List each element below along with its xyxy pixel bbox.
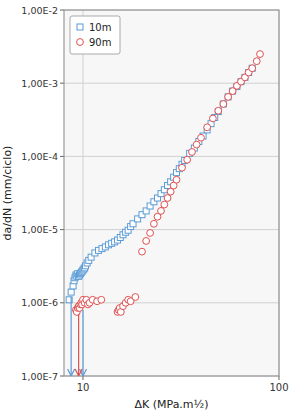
point — [189, 149, 196, 156]
arrow-head — [68, 369, 75, 376]
series — [72, 51, 263, 316]
point — [150, 220, 157, 227]
point — [209, 115, 216, 122]
point — [198, 134, 205, 141]
point — [143, 238, 150, 245]
tick-label: 1,00E-6 — [21, 297, 58, 308]
point — [68, 289, 74, 295]
point — [225, 94, 231, 100]
point — [215, 107, 222, 114]
legend: 10m90m — [70, 16, 120, 54]
plot-frame — [64, 10, 279, 376]
point — [220, 101, 227, 108]
point — [184, 156, 191, 163]
point — [257, 51, 264, 58]
arrow-shaft — [71, 297, 72, 375]
tick — [60, 229, 64, 230]
point — [249, 65, 255, 71]
tick — [60, 83, 64, 84]
point — [193, 141, 200, 148]
point — [161, 201, 168, 208]
tick-label: 1,00E-7 — [21, 371, 58, 382]
tick — [82, 376, 83, 380]
point — [164, 195, 171, 202]
grid-line — [64, 156, 279, 157]
point — [249, 65, 256, 72]
tick-label: 1,00E-4 — [21, 151, 58, 162]
tick — [279, 376, 280, 380]
point — [204, 124, 211, 131]
tick-label: 1,00E-2 — [21, 5, 58, 16]
tick-label: 1,00E-3 — [21, 78, 58, 89]
arrow-head — [75, 369, 82, 376]
axes: 10 100 1,00E-7 1,00E-6 1,00E-5 1,00E-4 1,00E-3… — [21, 5, 288, 394]
grid — [64, 10, 279, 376]
legend-label: 10m — [89, 22, 111, 33]
tick-label: 100 — [269, 382, 288, 393]
grid-line — [82, 10, 83, 376]
legend-label: 90m — [89, 37, 111, 48]
point — [98, 296, 105, 303]
series — [66, 65, 255, 303]
point — [253, 58, 260, 65]
legend-symbol — [77, 39, 84, 46]
tick-label: 1,00E-5 — [21, 224, 58, 235]
grid-line — [64, 229, 279, 230]
point — [220, 101, 226, 107]
data — [66, 51, 263, 376]
point — [173, 176, 180, 183]
arrow — [79, 310, 86, 376]
plot-area — [64, 10, 279, 376]
tick — [60, 10, 64, 11]
tick — [60, 156, 64, 157]
grid-line — [64, 83, 279, 84]
point — [158, 208, 165, 215]
tick — [60, 302, 64, 303]
arrow — [68, 297, 75, 376]
legend-box — [70, 16, 120, 54]
arrow — [75, 314, 82, 376]
point — [132, 294, 139, 301]
tick-label: 10 — [77, 382, 90, 393]
point — [147, 230, 154, 237]
x-axis-label: ΔK (MPa.m½) — [134, 398, 208, 411]
tick — [60, 376, 64, 377]
point — [179, 164, 186, 171]
arrow-shaft — [78, 314, 79, 375]
point — [225, 93, 232, 100]
chart: 10 100 1,00E-7 1,00E-6 1,00E-5 1,00E-4 1,00E-3… — [0, 0, 289, 416]
y-axis-label: da/dN (mm/ciclo) — [1, 146, 14, 241]
legend-symbol — [77, 24, 83, 30]
arrow-shaft — [82, 310, 83, 375]
point — [139, 248, 146, 255]
